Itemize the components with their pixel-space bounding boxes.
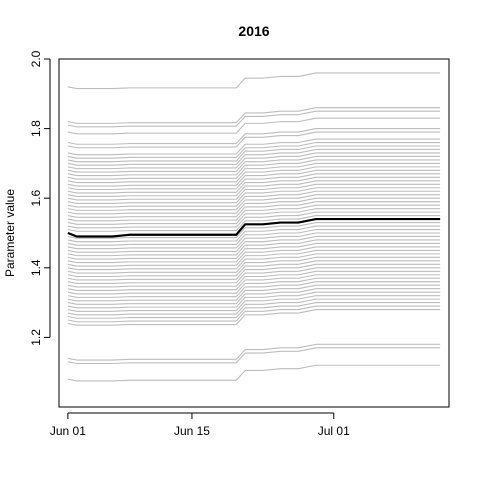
series-line-17 (67, 173, 441, 191)
series-line-11 (67, 152, 441, 170)
y-axis: 1.2 1.4 1.6 1.8 2.0 (29, 50, 51, 346)
series-line-40 (67, 256, 441, 274)
series-line-35 (67, 239, 441, 257)
series-line-4 (67, 117, 441, 135)
y-tick-label: 1.4 (29, 259, 43, 276)
series-line-14 (67, 162, 441, 180)
series-line-19 (67, 180, 441, 198)
series-line-10 (67, 148, 441, 166)
y-tick-label: 1.2 (29, 329, 43, 346)
series-line-16 (67, 169, 441, 187)
x-axis: Jun 01 Jun 15 Jul 01 (50, 412, 350, 438)
series-line-28 (67, 211, 441, 229)
x-tick-label: Jun 15 (174, 424, 210, 438)
series-line-21 (67, 187, 441, 204)
series-line-48 (67, 284, 441, 302)
series-line-43 (67, 267, 441, 285)
series-line-42 (67, 263, 441, 281)
series-line-18 (67, 176, 441, 194)
series-line-39 (67, 253, 441, 271)
series-line-9 (67, 145, 441, 163)
series-line-38 (67, 249, 441, 267)
y-axis-label: Parameter value (3, 189, 17, 277)
series-line-7 (67, 138, 441, 156)
series-line-3 (67, 110, 441, 128)
series-line-15 (67, 166, 441, 184)
chart-title: 2016 (238, 23, 269, 39)
series-line-52 (67, 298, 441, 316)
y-tick-label: 1.6 (29, 190, 43, 207)
series-line-46 (67, 277, 441, 295)
series-line-58 (67, 364, 441, 382)
series-line-45 (67, 274, 441, 291)
series-line-54 (67, 305, 441, 323)
series-line-23 (67, 194, 441, 211)
series-line-34 (67, 235, 441, 253)
series-line-26 (67, 204, 441, 222)
series-line-51 (67, 295, 441, 312)
y-tick-label: 1.8 (29, 120, 43, 137)
y-tick-label: 2.0 (29, 50, 43, 67)
series-line-50 (67, 291, 441, 309)
series-line-31 (67, 225, 441, 243)
series-line-6 (67, 131, 441, 149)
series-line-22 (67, 190, 441, 208)
series-line-12 (67, 155, 441, 173)
series-line-1 (67, 72, 441, 90)
series-line-44 (67, 270, 441, 288)
series-line-30 (67, 222, 441, 239)
series-line-25 (67, 201, 441, 218)
series-line-37 (67, 246, 441, 264)
series-line-33 (67, 232, 441, 250)
series-line-24 (67, 197, 441, 215)
series-line-36 (67, 242, 441, 260)
series-line-29 (67, 215, 441, 232)
series-line-53 (67, 302, 441, 319)
x-tick-label: Jun 01 (50, 424, 86, 438)
series-line-32 (67, 228, 441, 246)
series-line-41 (67, 260, 441, 278)
x-tick-label: Jul 01 (318, 424, 350, 438)
series-line-56 (67, 343, 441, 361)
series-line-55 (67, 309, 441, 326)
series-line-49 (67, 288, 441, 305)
series-line-20 (67, 183, 441, 201)
series-line-27 (67, 208, 441, 225)
series-line-47 (67, 281, 441, 298)
series-group (67, 72, 441, 382)
series-line-13 (67, 159, 441, 177)
series-line-8 (67, 141, 441, 159)
highlight-series-line (67, 217, 441, 238)
series-line-5 (67, 128, 441, 145)
series-line-57 (67, 347, 441, 365)
plot-frame (58, 58, 450, 408)
series-line-2 (67, 107, 441, 124)
